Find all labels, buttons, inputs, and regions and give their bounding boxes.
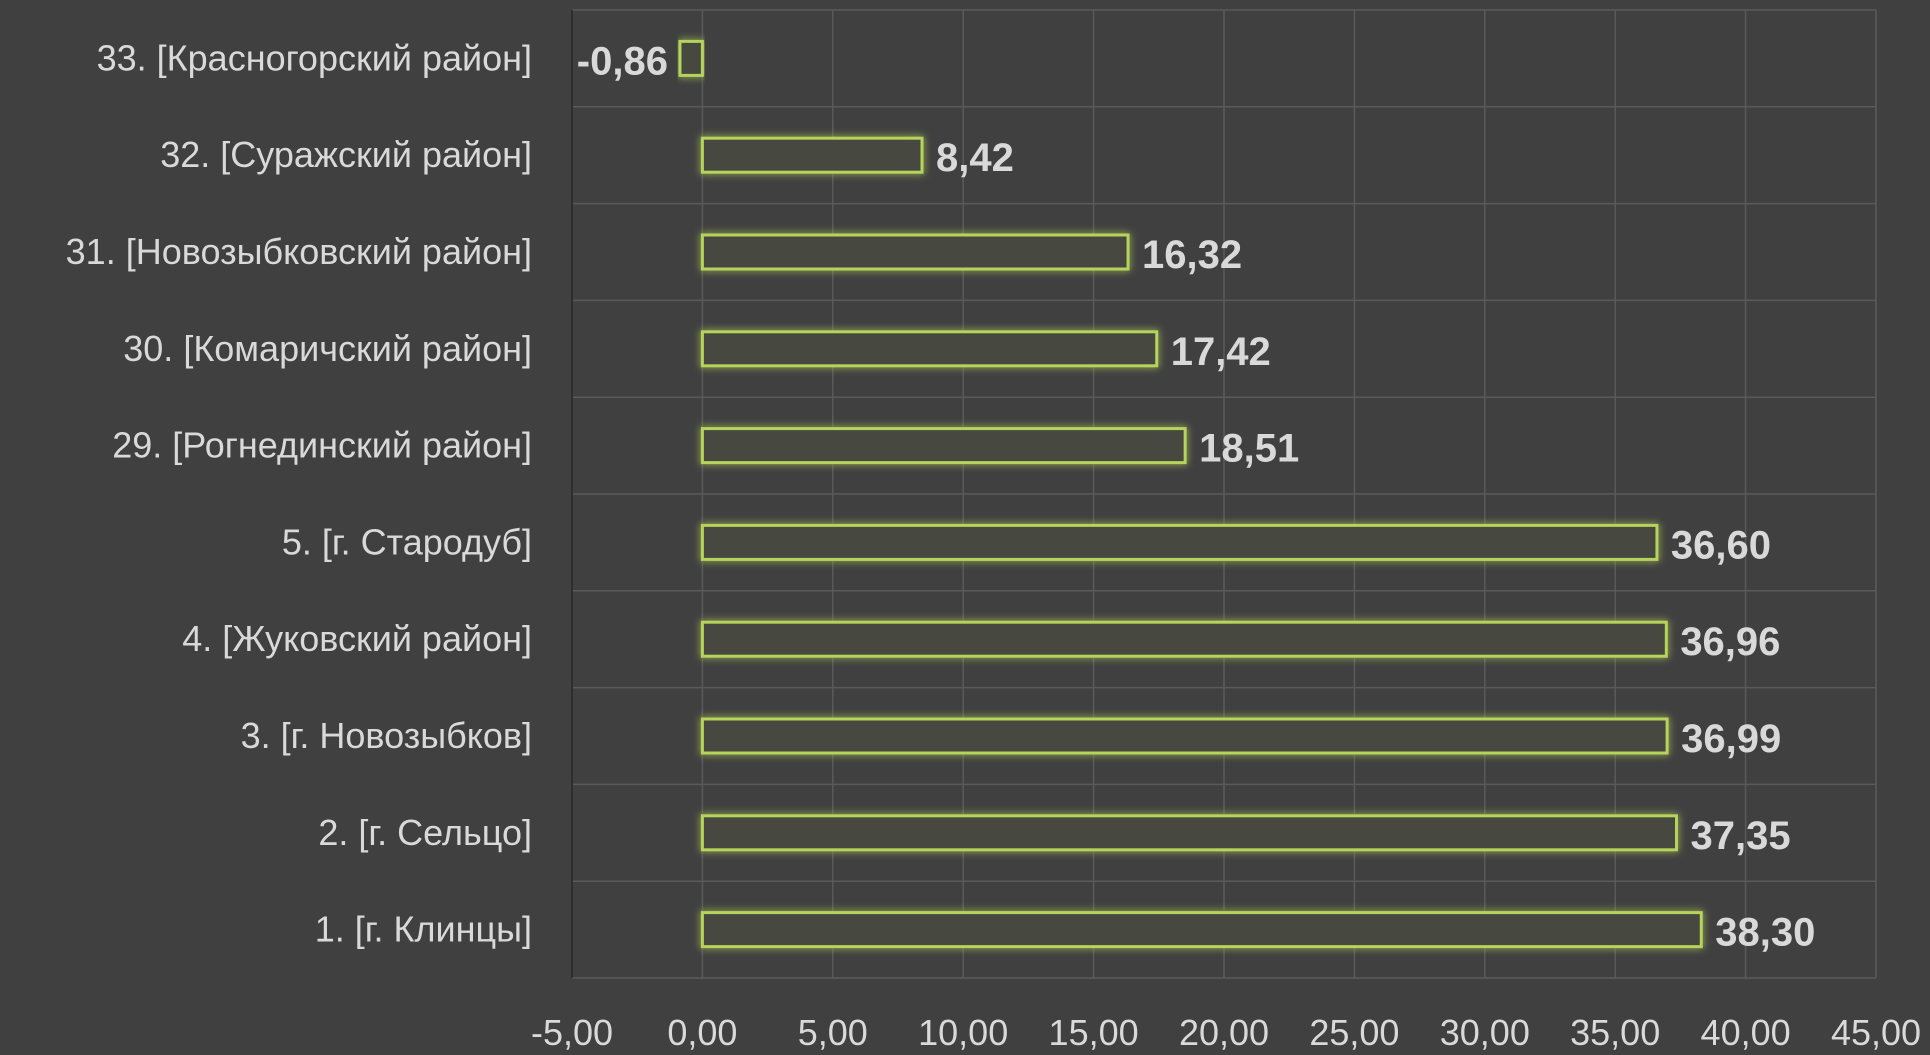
data-label: 8,42 — [936, 136, 1014, 180]
bar — [700, 233, 1130, 271]
bar — [700, 136, 924, 174]
data-label: 17,42 — [1171, 330, 1271, 374]
bar — [700, 620, 1668, 658]
category-label: 3. [г. Новозыбков] — [241, 715, 532, 756]
category-label: 30. [Комаричский район] — [123, 328, 532, 369]
category-label: 4. [Жуковский район] — [182, 618, 532, 659]
x-tick-label: 40,00 — [1701, 1012, 1791, 1053]
x-tick-label: 0,00 — [667, 1012, 737, 1053]
bar — [700, 717, 1669, 755]
data-label: 37,35 — [1690, 814, 1790, 858]
category-label: 1. [г. Клинцы] — [315, 909, 532, 950]
data-label: 36,60 — [1671, 523, 1771, 567]
x-tick-label: 30,00 — [1440, 1012, 1530, 1053]
bar — [678, 39, 704, 77]
x-axis: -5,00 0,00 5,00 10,00 15,00 20,00 25,00 30,00 35… — [531, 10, 1921, 1053]
category-label: 33. [Красногорский район] — [97, 37, 532, 78]
data-label: -0,86 — [577, 39, 668, 83]
category-label: 31. [Новозыбковский район] — [66, 231, 532, 272]
x-tick-label: 25,00 — [1309, 1012, 1399, 1053]
data-label: 38,30 — [1715, 911, 1815, 955]
bar — [700, 330, 1159, 368]
x-tick-label: 10,00 — [918, 1012, 1008, 1053]
category-label: 2. [г. Сельцо] — [318, 812, 532, 853]
grid-lines — [572, 9, 1877, 979]
data-label: 16,32 — [1142, 233, 1242, 277]
data-label: 36,96 — [1680, 620, 1780, 664]
x-tick-label: 15,00 — [1049, 1012, 1139, 1053]
data-label: 36,99 — [1681, 717, 1781, 761]
category-label: 32. [Суражский район] — [160, 134, 532, 175]
x-tick-label: 35,00 — [1570, 1012, 1660, 1053]
category-label: 29. [Рогнединский район] — [112, 425, 532, 466]
x-tick-label: -5,00 — [531, 1012, 613, 1053]
category-label: 5. [г. Стародуб] — [282, 521, 532, 562]
bar — [700, 911, 1703, 949]
bar — [700, 523, 1659, 561]
x-tick-label: 45,00 — [1831, 1012, 1921, 1053]
bars — [678, 39, 1703, 949]
bar — [700, 814, 1678, 852]
x-tick-label: 20,00 — [1179, 1012, 1269, 1053]
data-label: 18,51 — [1199, 427, 1299, 471]
bar — [700, 427, 1187, 465]
x-tick-label: 5,00 — [798, 1012, 868, 1053]
data-labels: -0,86 8,42 16,32 17,42 18,51 36,60 36,96 36,99 3… — [577, 39, 1816, 954]
category-labels: 33. [Красногорский район] 32. [Суражский … — [66, 37, 532, 949]
